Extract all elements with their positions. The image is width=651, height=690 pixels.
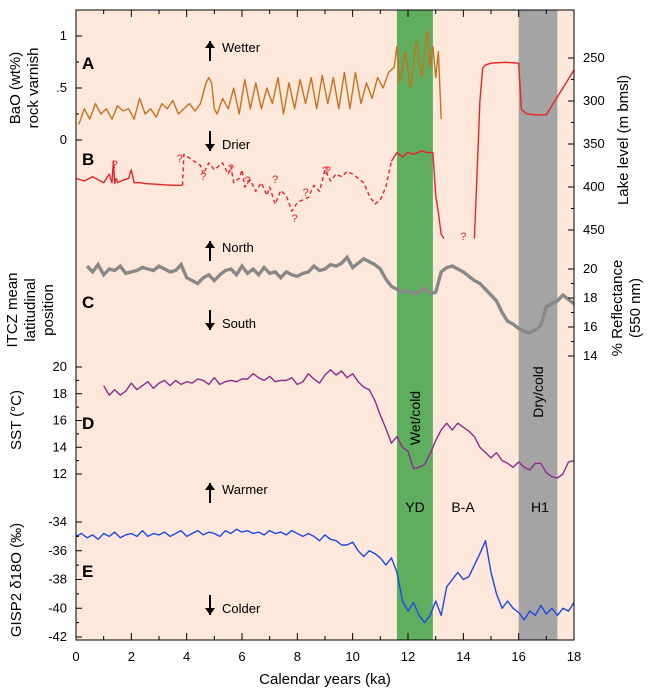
y-tick-label: 250 bbox=[583, 50, 605, 65]
series-line-b bbox=[473, 61, 574, 239]
y-tick-label: -38 bbox=[48, 572, 67, 587]
series-layer bbox=[76, 30, 574, 624]
panel-letter-d: D bbox=[82, 414, 94, 433]
y-axis-label-c: ITCZ mean bbox=[4, 272, 21, 347]
y-tick-label: 350 bbox=[583, 136, 605, 151]
annotation-up: Wetter bbox=[222, 40, 261, 55]
h1-band-label: Dry/cold bbox=[530, 366, 546, 417]
x-tick-label: 0 bbox=[72, 649, 79, 664]
x-tick-label: 18 bbox=[567, 649, 581, 664]
y-tick-label: 16 bbox=[583, 319, 597, 334]
yd-band-label: Wet/cold bbox=[407, 391, 423, 445]
question-mark: ? bbox=[177, 153, 183, 165]
y-tick-label: 16 bbox=[53, 413, 67, 428]
y-axis-label-c-right: (550 nm) bbox=[627, 278, 644, 338]
band-label-ba: B-A bbox=[451, 499, 475, 515]
question-mark: ? bbox=[244, 175, 250, 187]
x-tick-label: 6 bbox=[238, 649, 245, 664]
band-label-h1: H1 bbox=[531, 499, 549, 515]
plot-background bbox=[76, 10, 574, 640]
y-tick-label: 18 bbox=[53, 386, 67, 401]
question-mark: ? bbox=[272, 174, 278, 186]
series-line-d bbox=[103, 369, 574, 479]
y-axis-label-c-right: % Reflectance bbox=[609, 260, 626, 357]
x-tick-label: 14 bbox=[456, 649, 470, 664]
y-axis-label-a: BaO (wt%) bbox=[7, 52, 24, 125]
down-arrow-icon-head bbox=[205, 608, 215, 615]
question-mark: ? bbox=[228, 163, 234, 175]
y-tick-label: 14 bbox=[53, 439, 67, 454]
x-tick-label: 4 bbox=[183, 649, 190, 664]
up-arrow-icon-head bbox=[205, 241, 215, 248]
y-tick-label: .5 bbox=[56, 80, 67, 95]
y-tick-label: 450 bbox=[583, 222, 605, 237]
y-tick-label: 0 bbox=[60, 132, 67, 147]
series-line-b bbox=[76, 160, 183, 187]
question-mark: ? bbox=[303, 187, 309, 199]
panel-letter-c: C bbox=[82, 293, 94, 312]
band-label-yd: YD bbox=[405, 499, 424, 515]
y-tick-label: -34 bbox=[48, 514, 67, 529]
y-tick-label: 300 bbox=[583, 93, 605, 108]
y-axis-label-c: latitudinal bbox=[22, 278, 39, 341]
annotation-layer: Wetter Drier North South Warmer Colder bbox=[205, 40, 268, 616]
annotation-down: Drier bbox=[222, 137, 251, 152]
series-line-e bbox=[76, 528, 574, 624]
panel-letter-e: E bbox=[82, 562, 93, 581]
y-axis-label-c: position bbox=[40, 284, 57, 336]
question-mark: ? bbox=[200, 171, 206, 183]
series-line-b bbox=[390, 150, 445, 239]
panel-letter-b: B bbox=[82, 150, 94, 169]
y-tick-label: 14 bbox=[583, 348, 597, 363]
y-axis-label-b: Lake level (m bmsl) bbox=[615, 75, 632, 205]
y-tick-label: 12 bbox=[53, 466, 67, 481]
x-tick-label: 12 bbox=[401, 649, 415, 664]
series-line-b bbox=[181, 153, 393, 212]
x-tick-label: 16 bbox=[511, 649, 525, 664]
annotation-up: Warmer bbox=[222, 482, 268, 497]
question-mark: ? bbox=[325, 165, 331, 177]
annotation-down: Colder bbox=[222, 601, 261, 616]
series-line-a bbox=[78, 30, 442, 125]
axes-layer: 0 2 4 6 8 10 12 14 16 18 1 .5 0 A 250 300 350 400 450?????… bbox=[48, 10, 605, 664]
x-tick-label: 8 bbox=[294, 649, 301, 664]
annotation-down: South bbox=[222, 316, 256, 331]
down-arrow-icon-head bbox=[205, 323, 215, 330]
left-axis-labels: BaO (wt%) rock varnish ITCZ mean latitudina… bbox=[4, 48, 57, 638]
x-axis-label: Calendar years (ka) bbox=[259, 671, 391, 688]
right-axis-labels: Lake level (m bmsl) % Reflectance (550 nm) bbox=[609, 75, 644, 356]
question-mark: ? bbox=[112, 159, 118, 171]
up-arrow-icon-head bbox=[205, 41, 215, 48]
y-tick-label: 20 bbox=[53, 359, 67, 374]
x-tick-label: 2 bbox=[128, 649, 135, 664]
question-mark: ? bbox=[322, 165, 328, 177]
y-tick-label: -36 bbox=[48, 543, 67, 558]
yd-band bbox=[396, 10, 433, 640]
h1-band bbox=[518, 10, 558, 640]
annotation-up: North bbox=[222, 240, 254, 255]
y-axis-label-a: rock varnish bbox=[25, 48, 42, 129]
y-tick-label: -40 bbox=[48, 600, 67, 615]
down-arrow-icon-head bbox=[205, 144, 215, 151]
question-mark: ? bbox=[292, 213, 298, 225]
y-tick-label: 20 bbox=[583, 261, 597, 276]
panel-letter-a: A bbox=[82, 54, 94, 73]
y-tick-label: 18 bbox=[583, 290, 597, 305]
y-tick-label: 1 bbox=[60, 28, 67, 43]
y-axis-label-e: GISP2 δ18O (‰) bbox=[8, 523, 25, 637]
question-mark: ? bbox=[460, 231, 466, 243]
x-tick-label: 10 bbox=[345, 649, 359, 664]
series-line-c bbox=[85, 254, 574, 335]
up-arrow-icon-head bbox=[205, 483, 215, 490]
y-axis-label-d: SST (°C) bbox=[8, 390, 25, 450]
y-tick-label: -42 bbox=[48, 629, 67, 644]
y-tick-label: 400 bbox=[583, 179, 605, 194]
